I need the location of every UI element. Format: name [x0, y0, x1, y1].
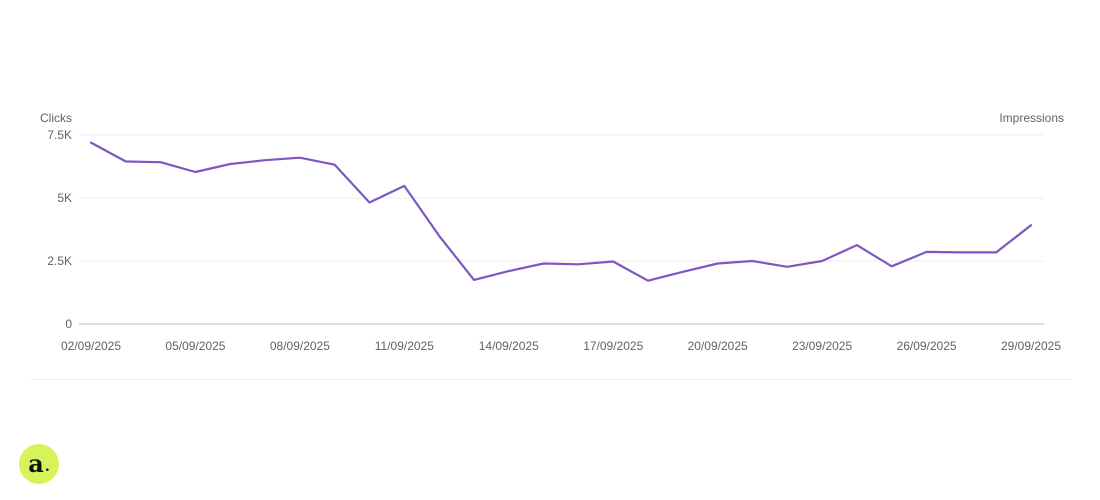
logo-letter: a	[28, 449, 44, 478]
x-tick-label: 20/09/2025	[688, 339, 748, 353]
footer-divider	[30, 379, 1070, 380]
clicks-series-line	[89, 141, 1033, 282]
clicks-line-chart: Clicks Impressions 0 2.5K 5K 7.5K 02/09/202…	[40, 111, 1064, 353]
x-tick-label: 08/09/2025	[270, 339, 330, 353]
right-axis-title: Impressions	[999, 111, 1064, 125]
left-axis-title: Clicks	[40, 111, 72, 125]
y-tick-label: 2.5K	[47, 254, 72, 268]
x-tick-label: 14/09/2025	[479, 339, 539, 353]
x-tick-label: 26/09/2025	[897, 339, 957, 353]
brand-logo: a.	[19, 444, 59, 484]
y-tick-label: 5K	[57, 191, 72, 205]
x-tick-label: 02/09/2025	[61, 339, 121, 353]
x-tick-label: 29/09/2025	[1001, 339, 1061, 353]
x-tick-label: 05/09/2025	[165, 339, 225, 353]
x-tick-label: 11/09/2025	[375, 339, 434, 353]
logo-dot: .	[44, 459, 50, 475]
x-tick-label: 17/09/2025	[583, 339, 643, 353]
y-tick-label: 0	[65, 317, 72, 331]
chart-container: Clicks Impressions 0 2.5K 5K 7.5K 02/09/202…	[40, 111, 1064, 353]
x-tick-label: 23/09/2025	[792, 339, 852, 353]
y-tick-label: 7.5K	[47, 128, 72, 142]
